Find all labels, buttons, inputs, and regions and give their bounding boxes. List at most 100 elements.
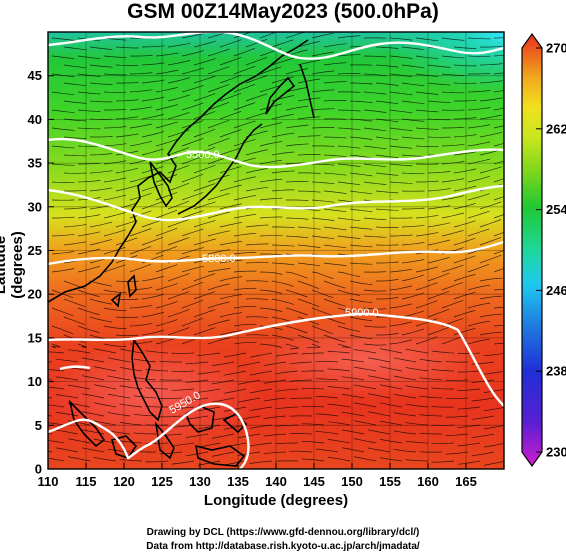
streamline (337, 307, 360, 314)
streamline (245, 243, 269, 246)
streamline (167, 42, 191, 48)
streamline (427, 171, 451, 174)
streamline (427, 326, 450, 336)
streamline (349, 136, 373, 140)
streamline (219, 184, 242, 192)
streamline (393, 430, 417, 435)
streamline (77, 325, 100, 333)
streamline (181, 50, 204, 57)
streamline (211, 433, 235, 439)
streamline (211, 451, 235, 457)
streamline (167, 77, 190, 84)
streamline (479, 131, 503, 138)
streamline (389, 127, 413, 131)
streamline (81, 375, 105, 381)
streamline (311, 89, 335, 93)
streamline (341, 429, 365, 435)
streamline (457, 370, 481, 373)
streamline (219, 166, 242, 174)
streamline (67, 438, 91, 444)
streamline (467, 141, 491, 147)
streamline (48, 422, 65, 426)
streamline (415, 300, 438, 309)
streamline (427, 205, 451, 210)
streamline (349, 118, 373, 122)
streamline (93, 402, 117, 408)
streamline (133, 395, 157, 399)
x-axis-label: Longitude (degrees) (203, 492, 349, 509)
streamline (245, 224, 269, 228)
streamline (379, 457, 403, 462)
streamline (167, 60, 191, 66)
y-tick-label: 35 (28, 156, 42, 171)
streamline (233, 287, 257, 291)
streamline (297, 298, 320, 308)
streamline (401, 46, 425, 51)
streamline (353, 456, 377, 462)
streamline (401, 328, 424, 336)
streamline (471, 379, 495, 383)
streamline (249, 424, 273, 429)
streamline (223, 388, 247, 394)
streamline (349, 154, 373, 159)
streamline (77, 265, 100, 273)
streamline (115, 82, 139, 84)
streamline (337, 73, 361, 75)
streamline (301, 423, 325, 426)
streamline (479, 254, 502, 264)
streamline (431, 369, 455, 372)
streamline (245, 38, 268, 48)
streamline (389, 303, 413, 309)
streamline (289, 450, 313, 453)
streamline (249, 406, 273, 412)
streamline (467, 90, 491, 93)
streamline (431, 387, 454, 390)
streamline (167, 94, 190, 102)
streamline (219, 312, 243, 318)
streamline (141, 166, 164, 174)
streamline (233, 102, 256, 111)
streamline (77, 214, 101, 219)
streamline (245, 334, 269, 337)
streamline (493, 196, 504, 201)
streamline (401, 154, 425, 157)
streamline (271, 57, 294, 66)
streamline (493, 307, 504, 309)
streamline (363, 163, 387, 168)
streamline (376, 297, 399, 300)
streamline (349, 262, 373, 265)
streamline (479, 46, 503, 48)
streamline (219, 330, 243, 336)
streamline (427, 188, 451, 192)
streamline (363, 289, 387, 292)
streamline (77, 91, 101, 95)
streamline (107, 393, 131, 399)
streamline (63, 154, 87, 157)
streamline (297, 190, 321, 193)
streamline (167, 309, 190, 318)
streamline (107, 357, 131, 363)
streamline (103, 126, 127, 129)
streamline (337, 54, 361, 57)
streamline (245, 280, 269, 283)
streamline (119, 403, 143, 408)
streamline (77, 343, 87, 348)
streamline (207, 301, 230, 309)
streamline (219, 294, 243, 300)
streamline (193, 128, 216, 138)
streamline (493, 267, 504, 273)
streamline (167, 147, 190, 156)
streamline (233, 341, 257, 345)
streamline (219, 110, 242, 120)
streamline (233, 120, 256, 129)
streamline (155, 283, 178, 291)
streamline (401, 224, 425, 228)
streamline (427, 256, 450, 264)
streamline (145, 350, 169, 354)
streamline (405, 367, 429, 372)
streamline (337, 145, 361, 149)
streamline (341, 376, 365, 381)
streamline (63, 136, 87, 139)
streamline (367, 429, 391, 435)
streamline (193, 111, 216, 120)
